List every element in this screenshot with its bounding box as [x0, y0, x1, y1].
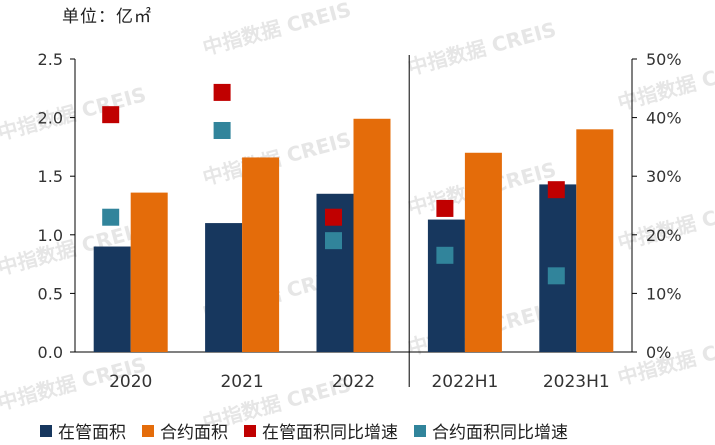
chart-legend: 在管面积 合约面积 在管面积同比增速 合约面积同比增速: [40, 418, 584, 443]
bar-contracted-area: [242, 157, 280, 352]
bar-managed-area: [93, 246, 131, 352]
marker-contracted-growth: [325, 232, 342, 250]
marker-contracted-growth: [436, 246, 454, 264]
y-left-tick-label: 1.5: [38, 167, 63, 186]
legend-item-contracted-area: 合约面积: [142, 418, 228, 443]
legend-swatch-contracted-area: [142, 424, 154, 437]
watermark-text: 中指数据 CREIS: [200, 0, 354, 60]
unit-label: 单位：亿㎡: [62, 7, 152, 27]
y-right-tick-label: 0%: [646, 343, 671, 362]
watermark-text: 中指数据 CREIS: [405, 17, 559, 80]
y-right-tick-label: 40%: [646, 109, 682, 128]
bar-contracted-area: [576, 129, 614, 352]
marker-managed-growth: [213, 83, 231, 101]
bar-managed-area: [427, 219, 465, 352]
x-tick-label: 2023H1: [543, 372, 610, 392]
y-left-tick-label: 1.0: [38, 226, 63, 245]
legend-swatch-contracted-growth: [414, 424, 426, 437]
legend-label-managed-area: 在管面积: [58, 423, 126, 443]
marker-managed-growth: [547, 181, 565, 199]
y-left-tick-label: 0.0: [38, 343, 63, 362]
watermark-text: 中指数据 CREIS: [615, 192, 715, 255]
marker-contracted-growth: [213, 121, 231, 139]
y-right-tick-label: 20%: [646, 226, 682, 245]
marker-managed-growth: [436, 199, 454, 217]
legend-item-contracted-growth: 合约面积同比增速: [414, 418, 568, 443]
marker-contracted-growth: [102, 208, 120, 226]
marker-managed-growth: [102, 106, 120, 124]
y-left-tick-label: 2.0: [38, 109, 63, 128]
y-right-tick-label: 30%: [646, 167, 682, 186]
legend-item-managed-growth: 在管面积同比增速: [244, 418, 398, 443]
marker-contracted-growth: [547, 267, 565, 285]
x-tick-label: 2022: [332, 372, 375, 392]
legend-item-managed-area: 在管面积: [40, 418, 126, 443]
legend-swatch-managed-growth: [244, 424, 256, 437]
marker-managed-growth: [325, 208, 342, 226]
legend-label-contracted-area: 合约面积: [160, 423, 228, 443]
y-left-tick-label: 0.5: [38, 284, 63, 303]
legend-swatch-managed-area: [40, 424, 52, 437]
y-left-tick-label: 2.5: [38, 50, 63, 69]
x-tick-label: 2020: [109, 372, 152, 392]
y-right-tick-label: 50%: [646, 50, 682, 69]
watermark-text: 中指数据 CREIS: [0, 82, 149, 145]
bar-managed-area: [205, 223, 243, 352]
x-tick-label: 2022H1: [431, 372, 498, 392]
bar-contracted-area: [353, 118, 391, 352]
x-tick-label: 2021: [220, 372, 263, 392]
bar-contracted-area: [464, 152, 502, 352]
y-right-tick-label: 10%: [646, 284, 682, 303]
legend-label-contracted-growth: 合约面积同比增速: [432, 423, 568, 443]
bar-contracted-area: [130, 192, 168, 352]
legend-label-managed-growth: 在管面积同比增速: [262, 423, 398, 443]
